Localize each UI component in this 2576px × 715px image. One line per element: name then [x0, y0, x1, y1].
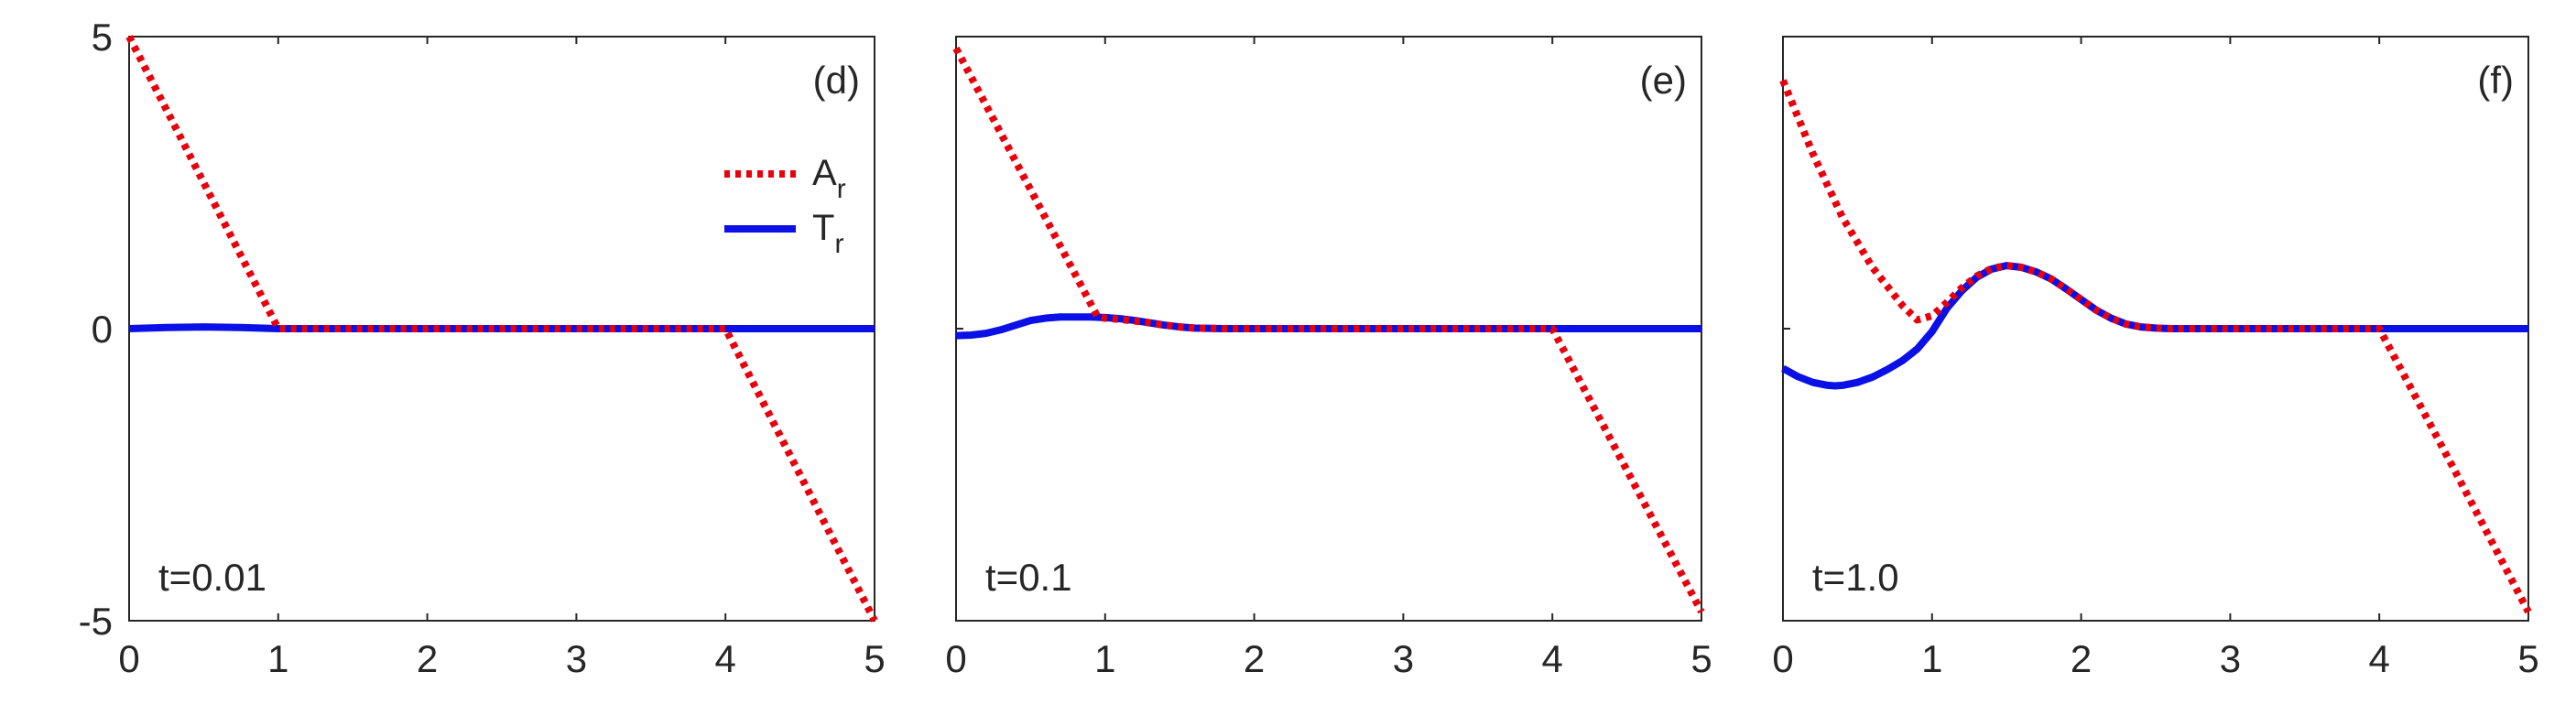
- series-line-t-r: [1781, 262, 2528, 390]
- x-tick-label: 1: [1094, 637, 1115, 680]
- legend: Ar Tr: [724, 153, 846, 259]
- time-label: t=0.01: [158, 556, 266, 599]
- series-line-a-r: [952, 46, 1705, 614]
- x-tick-label: 0: [118, 637, 139, 680]
- x-tick-label: 4: [1542, 637, 1563, 680]
- panel-f: 0 1 2 3 4 5 (f) t=1.0: [1772, 36, 2539, 680]
- series-line-a-r: [125, 35, 878, 623]
- x-tick-label: 1: [267, 637, 288, 680]
- x-tick-label: 0: [1772, 637, 1793, 680]
- tick-labels: 0 1 2 3 4 5: [1772, 637, 2538, 680]
- y-tick-label: 5: [92, 16, 113, 59]
- x-tick-label: 2: [1244, 637, 1265, 680]
- x-tick-label: 3: [566, 637, 587, 680]
- x-tick-label: 4: [2369, 637, 2390, 680]
- panel-label: (e): [1640, 59, 1687, 102]
- x-tick-label: 5: [864, 637, 885, 680]
- y-tick-label: -5: [79, 600, 113, 643]
- x-tick-label: 5: [2517, 637, 2538, 680]
- y-tick-label: 0: [92, 308, 113, 351]
- x-tick-label: 2: [2071, 637, 2092, 680]
- x-tick-label: 2: [417, 637, 438, 680]
- panel-e: 0 1 2 3 4 5 (e) t=0.1: [945, 36, 1712, 680]
- ticks: [955, 36, 1702, 622]
- x-tick-label: 3: [2220, 637, 2241, 680]
- time-label: t=1.0: [1812, 556, 1899, 599]
- legend-label-ar: Ar: [812, 153, 846, 204]
- series-group: [125, 35, 878, 623]
- x-tick-label: 4: [715, 637, 736, 680]
- panel-label: (f): [2477, 59, 2514, 102]
- panel-d: 0 1 2 3 4 550-5 (d) t=0.01 Ar Tr: [79, 16, 886, 680]
- ticks: [1782, 36, 2529, 622]
- legend-label-tr: Tr: [812, 208, 843, 259]
- x-tick-label: 5: [1690, 637, 1712, 680]
- panel-label: (d): [813, 59, 860, 102]
- x-tick-label: 1: [1921, 637, 1942, 680]
- series-group: [1779, 79, 2532, 614]
- x-tick-label: 0: [945, 637, 966, 680]
- tick-labels: 0 1 2 3 4 5: [945, 637, 1712, 680]
- time-label: t=0.1: [985, 556, 1072, 599]
- tick-labels: 0 1 2 3 4 550-5: [79, 16, 886, 680]
- series-line-a-r: [1779, 79, 2532, 614]
- x-tick-label: 3: [1393, 637, 1414, 680]
- series-group: [952, 46, 1705, 614]
